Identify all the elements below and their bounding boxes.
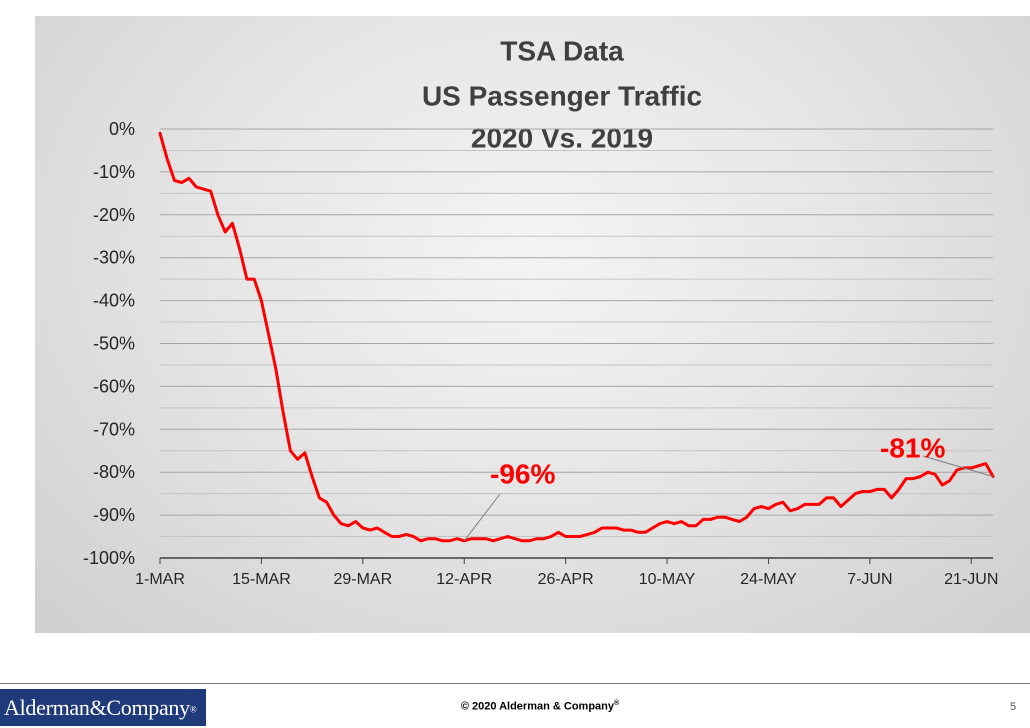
- copyright-registered-mark: ®: [614, 700, 620, 707]
- annotation-leader-line: [463, 493, 501, 542]
- annotation-leader-line: [922, 455, 994, 477]
- annotation-label: -96%: [490, 459, 555, 490]
- x-tick-label: 21-JUN: [944, 571, 998, 588]
- y-tick-label: -80%: [93, 462, 135, 482]
- x-tick-label: 26-APR: [538, 571, 594, 588]
- page-number: 5: [1010, 701, 1017, 713]
- series-line: [158, 131, 995, 543]
- x-tick-label: 29-MAR: [333, 571, 392, 588]
- logo-text: Alderman&Company: [4, 695, 190, 720]
- footer-divider: [0, 683, 1030, 684]
- x-tick-label: 10-MAY: [639, 571, 696, 588]
- copyright-text: © 2020 Alderman & Company: [460, 700, 615, 713]
- x-tick-label: 24-MAY: [740, 571, 797, 588]
- y-tick-label: -50%: [93, 334, 135, 354]
- y-tick-label: -30%: [93, 248, 135, 268]
- y-tick-label: -20%: [93, 205, 135, 225]
- y-tick-label: -100%: [83, 548, 135, 568]
- x-tick-label: 7-JUN: [847, 571, 892, 588]
- chart-area: TSA Data US Passenger Traffic 2020 Vs. 201…: [35, 16, 1030, 633]
- logo-registered-mark: ®: [189, 704, 197, 715]
- chart-title-line: US Passenger Traffic: [422, 81, 702, 112]
- y-tick-label: -10%: [93, 162, 135, 182]
- y-tick-label: -40%: [93, 291, 135, 311]
- y-tick-label: -90%: [93, 505, 135, 525]
- annotation-label: -81%: [880, 433, 945, 464]
- x-tick-label: 12-APR: [436, 571, 492, 588]
- chart-title-line: TSA Data: [500, 36, 624, 67]
- copyright-notice: © 2020 Alderman & Company®: [440, 700, 640, 713]
- y-tick-label: -60%: [93, 376, 135, 396]
- x-tick-label: 1-MAR: [135, 571, 185, 588]
- y-tick-label: -70%: [93, 419, 135, 439]
- company-logo: Alderman&Company®: [0, 689, 206, 726]
- passenger-traffic-chart: TSA Data US Passenger Traffic 2020 Vs. 201…: [83, 36, 998, 589]
- y-tick-label: 0%: [109, 119, 135, 139]
- x-tick-label: 15-MAR: [232, 571, 291, 588]
- chart-title-line: 2020 Vs. 2019: [471, 123, 653, 154]
